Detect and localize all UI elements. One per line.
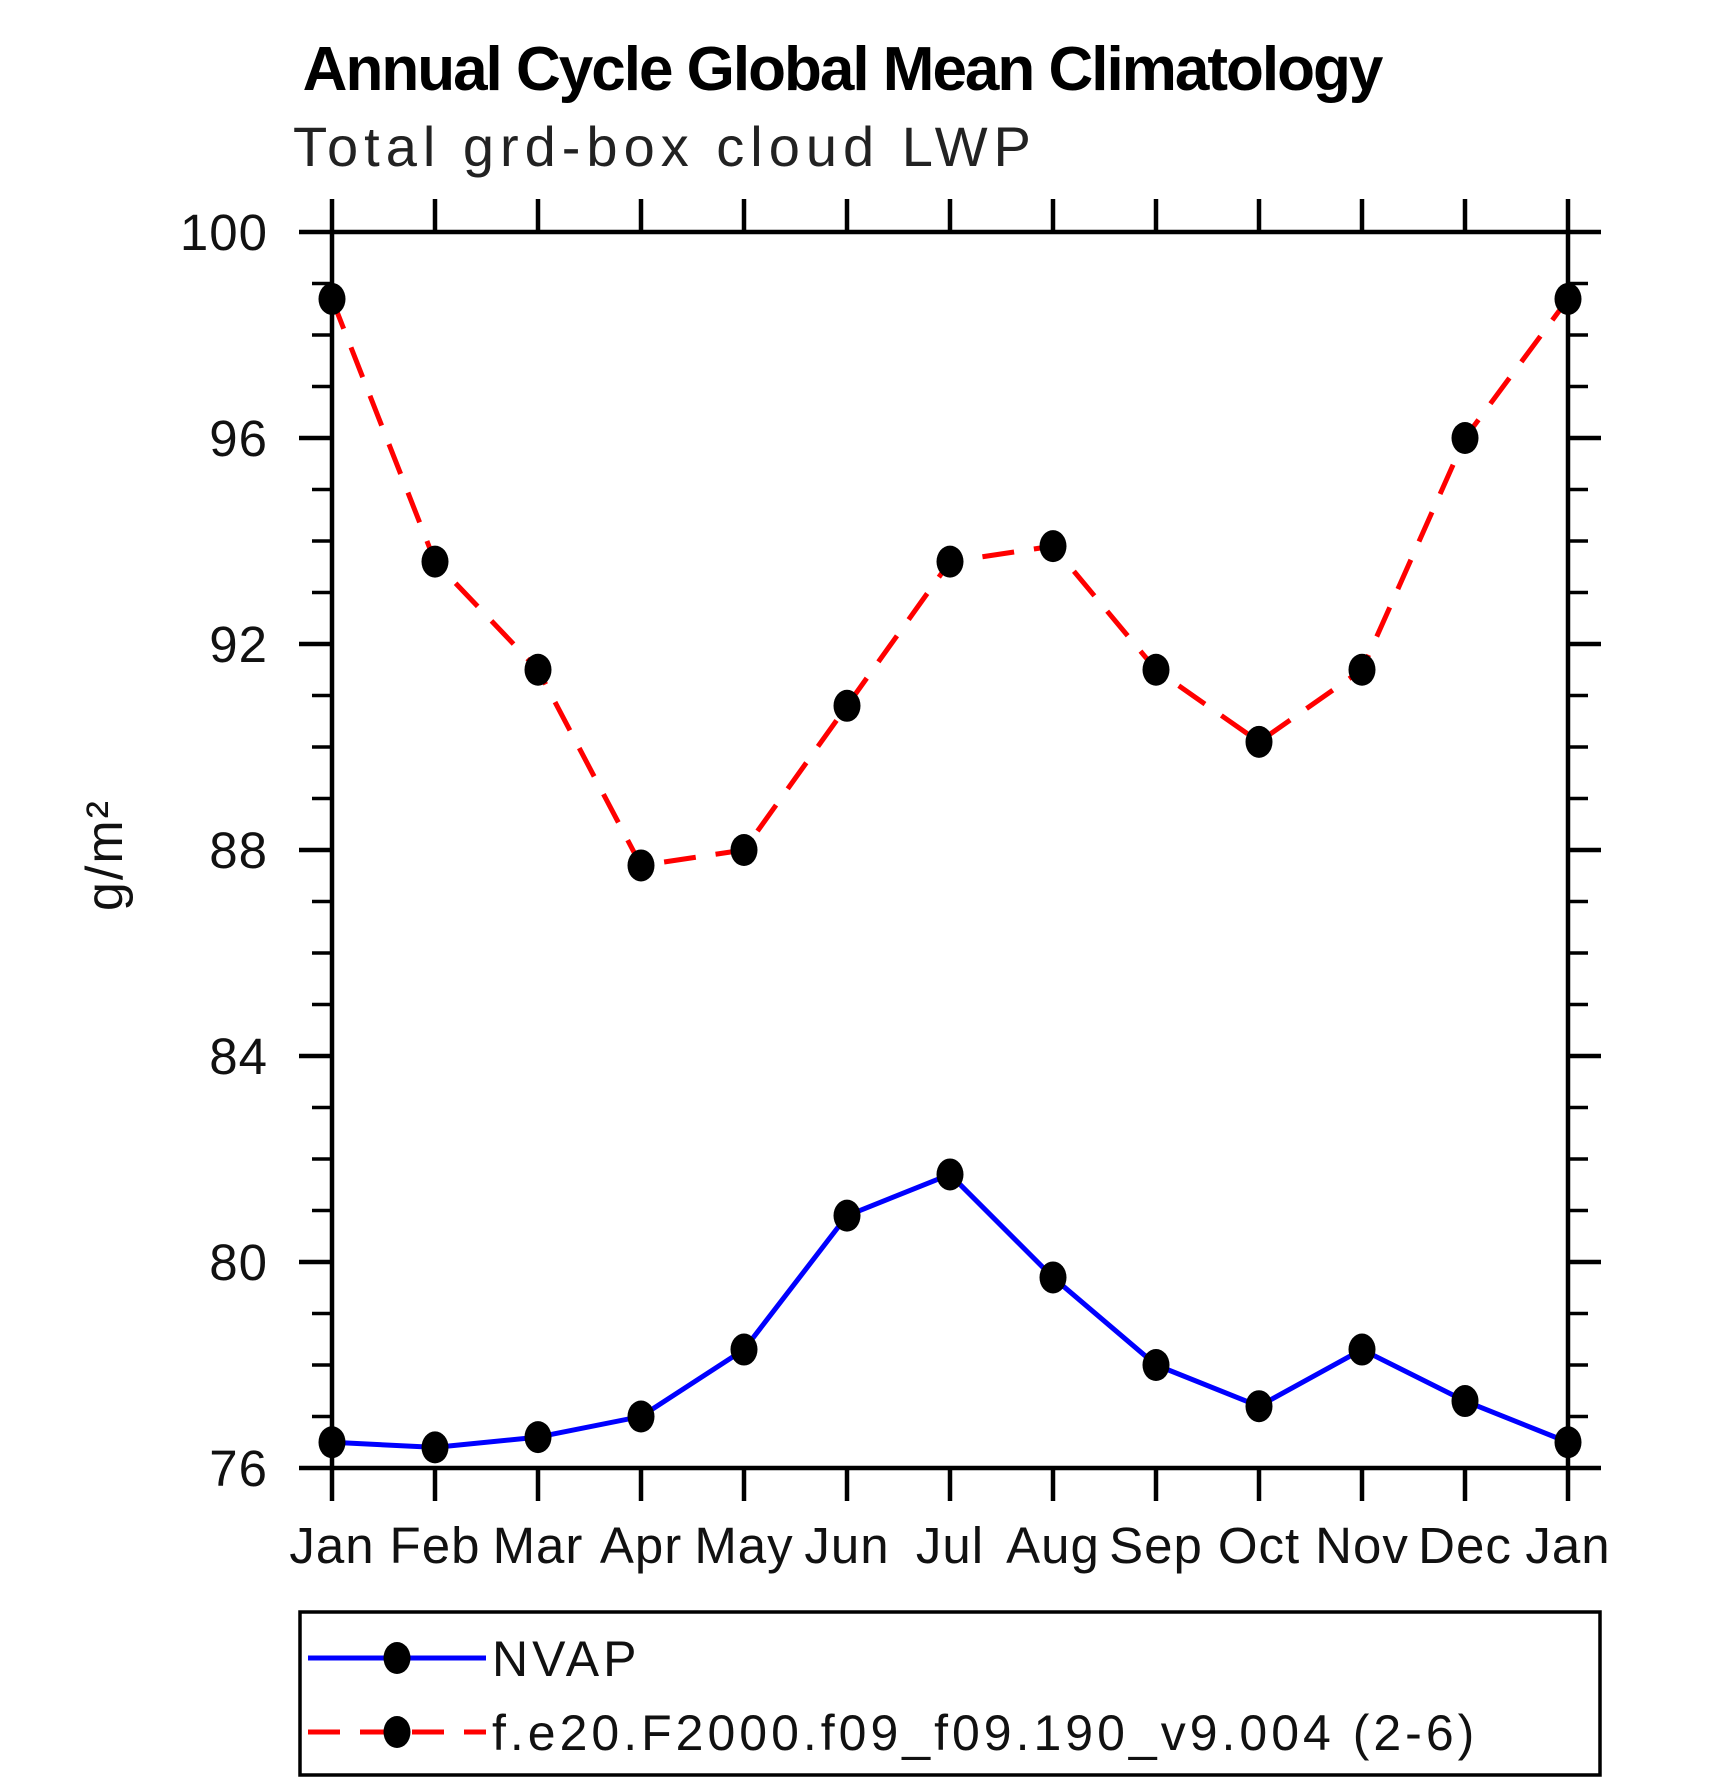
x-tick-label: Nov	[1315, 1517, 1409, 1574]
data-point-nvap	[318, 1426, 346, 1459]
data-point-nvap	[730, 1333, 758, 1366]
data-point-model	[1039, 530, 1067, 563]
data-point-model	[524, 653, 552, 686]
data-point-model	[421, 545, 449, 578]
legend-swatch-marker	[383, 1642, 411, 1674]
data-point-nvap	[1451, 1385, 1479, 1418]
data-point-model	[730, 834, 758, 866]
plot-frame	[329, 229, 1571, 1471]
axes: 76 80 84 88 92 96 100 Jan Feb Mar Apr May Jun Jul Aug S…	[180, 199, 1610, 1574]
legend-swatch-marker	[383, 1716, 411, 1748]
y-tick-label: 92	[209, 616, 268, 673]
legend-entry-model: f.e20.F2000.f09_f09.190_v9.004 (2-6)	[308, 1705, 1478, 1761]
x-tick-label: Sep	[1109, 1517, 1203, 1574]
data-point-model	[1348, 653, 1376, 686]
data-point-nvap	[421, 1431, 449, 1464]
y-tick-label: 96	[209, 410, 268, 467]
y-tick-label: 80	[209, 1234, 268, 1291]
data-point-model	[1142, 653, 1170, 686]
x-tick-label: Apr	[600, 1517, 682, 1574]
data-point-model	[627, 849, 655, 882]
data-point-model	[833, 689, 861, 722]
x-tick-label: Aug	[1006, 1517, 1100, 1574]
data-series	[318, 282, 1582, 1464]
x-tick-label: Jul	[916, 1517, 984, 1574]
chart-title: Annual Cycle Global Mean Climatology	[303, 35, 1384, 104]
chart-subtitle: Total grd-box cloud LWP	[293, 115, 1037, 178]
y-tick-label: 100	[180, 204, 268, 261]
series-line-nvap	[331, 1171, 1569, 1450]
x-tick-label: Jun	[804, 1517, 889, 1574]
legend-box	[298, 1610, 1602, 1777]
data-point-nvap	[1554, 1426, 1582, 1459]
x-tick-label: Mar	[493, 1517, 584, 1574]
data-point-model	[1245, 725, 1273, 758]
data-point-nvap	[833, 1199, 861, 1232]
data-point-model	[1451, 422, 1479, 454]
data-point-model	[1554, 282, 1582, 315]
data-point-nvap	[1245, 1390, 1273, 1423]
y-tick-label: 76	[209, 1440, 268, 1497]
y-tick-label: 84	[209, 1028, 268, 1085]
legend: NVAP f.e20.F2000.f09_f09.190_v9.004 (2-6)	[298, 1610, 1602, 1777]
x-tick-label: Jan	[1525, 1517, 1610, 1574]
y-axis-label: g/m²	[76, 799, 134, 911]
data-point-nvap	[524, 1421, 552, 1454]
x-tick-label: Oct	[1218, 1517, 1300, 1574]
legend-entry-nvap: NVAP	[308, 1631, 640, 1687]
data-point-nvap	[1348, 1333, 1376, 1366]
x-tick-label: Dec	[1418, 1517, 1512, 1574]
y-tick-label: 88	[209, 822, 268, 879]
data-point-nvap	[627, 1400, 655, 1433]
data-point-model	[318, 282, 346, 315]
data-point-model	[936, 545, 964, 578]
data-point-nvap	[1142, 1349, 1170, 1381]
x-tick-label: Feb	[390, 1517, 481, 1574]
data-point-nvap	[1039, 1261, 1067, 1294]
series-line-model	[329, 297, 1571, 868]
legend-label: f.e20.F2000.f09_f09.190_v9.004 (2-6)	[492, 1705, 1478, 1761]
x-tick-label: Jan	[289, 1517, 374, 1574]
data-point-nvap	[936, 1158, 964, 1191]
legend-label: NVAP	[492, 1631, 640, 1687]
x-tick-label: May	[694, 1517, 793, 1574]
